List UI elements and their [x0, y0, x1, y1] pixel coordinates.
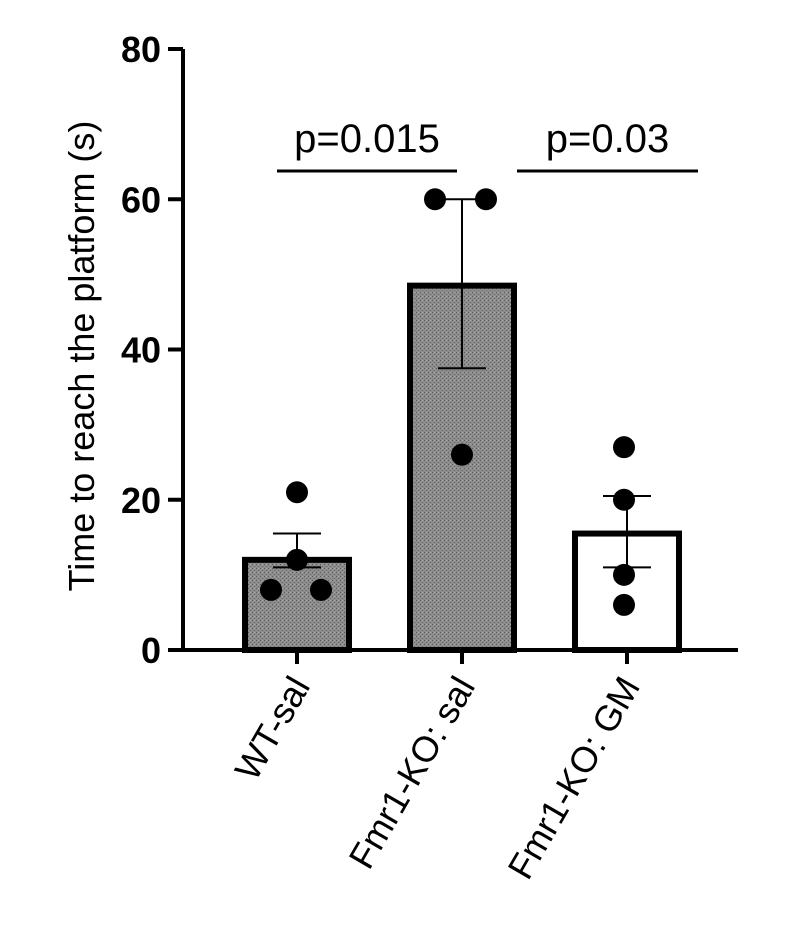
data-point — [286, 548, 308, 571]
bar — [407, 282, 517, 653]
category-label: WT-sal — [226, 670, 318, 787]
y-tick-label: 60 — [121, 179, 161, 220]
data-point — [424, 188, 446, 211]
data-point — [286, 481, 308, 504]
data-point — [613, 488, 635, 511]
data-point — [613, 436, 635, 459]
category-label: Fmr1-KO: GM — [499, 670, 647, 886]
y-tick-label: 40 — [121, 330, 161, 371]
data-point — [475, 188, 497, 211]
significance-label: p=0.03 — [546, 117, 669, 161]
y-axis-title: Time to reach the platform (s) — [61, 121, 102, 592]
data-point — [613, 563, 635, 586]
data-point — [260, 578, 282, 601]
significance-label: p=0.015 — [294, 117, 440, 161]
category-label: Fmr1-KO: sal — [340, 670, 483, 876]
data-point — [310, 578, 332, 601]
data-point — [613, 593, 635, 616]
data-point — [451, 443, 473, 466]
y-tick-label: 0 — [141, 630, 161, 671]
plot-area: 0 20 40 60 80 WT-sal Fmr1-KO: sal Fmr1-KO: GM p=… — [121, 29, 738, 886]
y-tick-label: 80 — [121, 29, 161, 70]
y-tick-label: 20 — [121, 480, 161, 521]
bar — [242, 556, 352, 653]
